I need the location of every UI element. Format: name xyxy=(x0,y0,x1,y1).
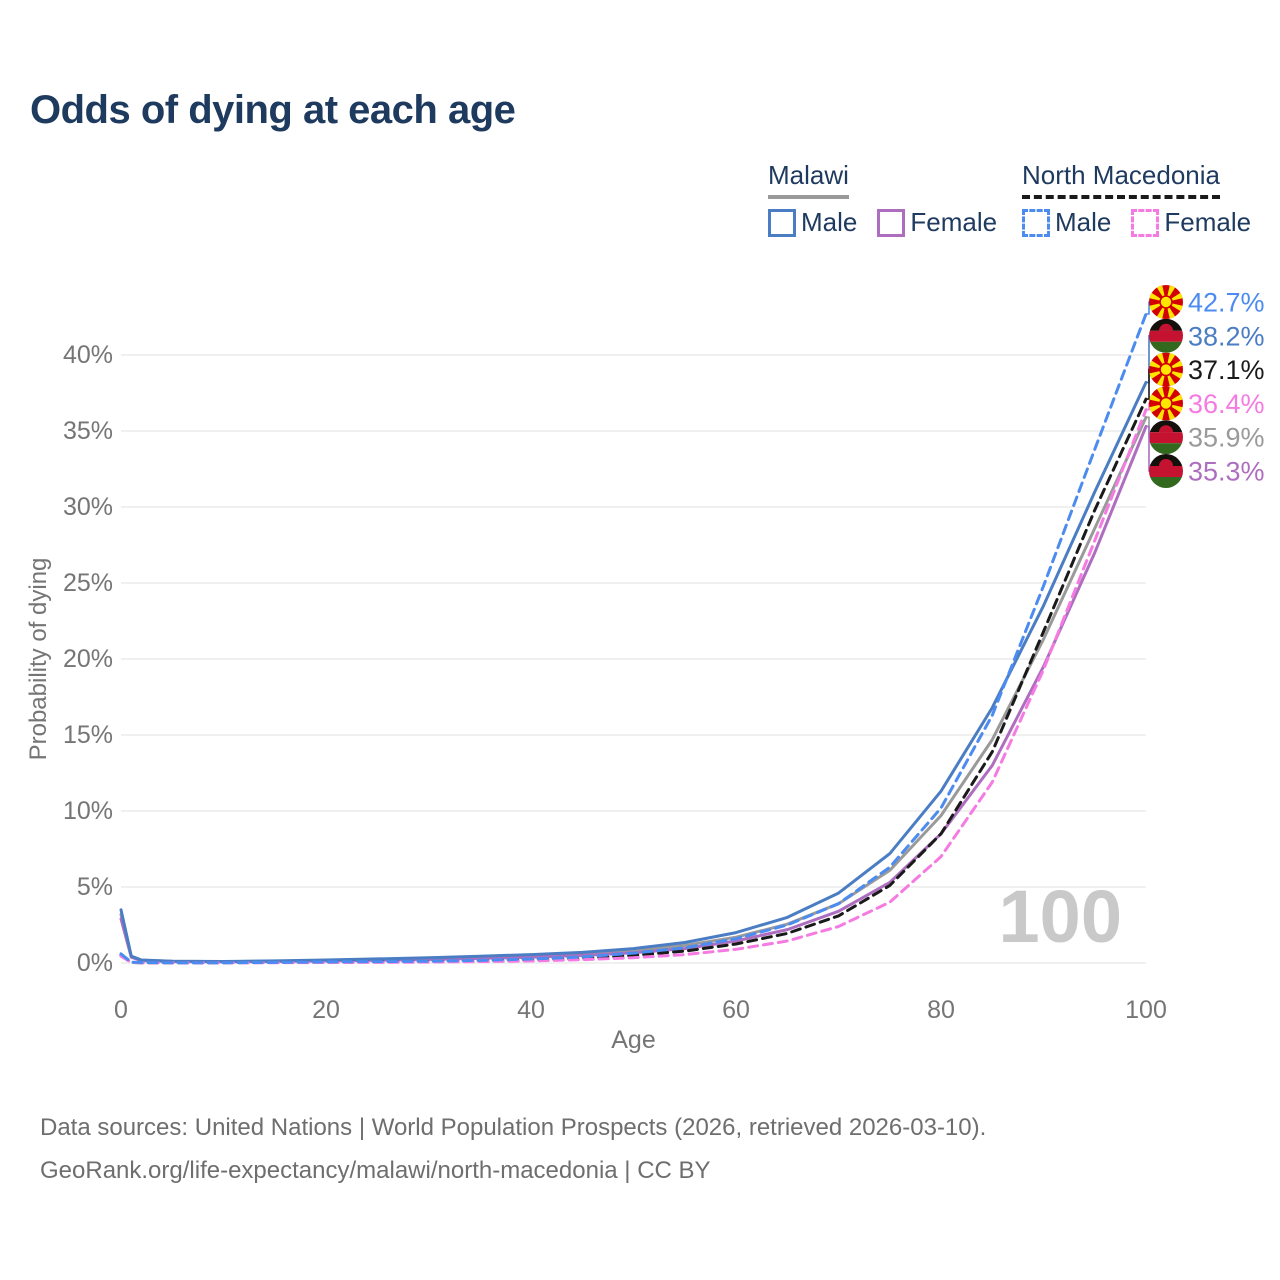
x-tick-label: 40 xyxy=(517,996,545,1024)
series-line-north-macedonia-male[interactable] xyxy=(119,312,1148,965)
end-label-value-north-macedonia-both[interactable]: 37.1% xyxy=(1188,355,1265,385)
y-tick-label: 5% xyxy=(77,873,113,901)
x-axis-title: Age xyxy=(611,1026,655,1054)
legend-group-north-macedonia: North Macedonia Male Female xyxy=(1022,160,1251,238)
series-line-malawi-both[interactable] xyxy=(119,415,1148,964)
page-title: Odds of dying at each age xyxy=(30,88,516,132)
y-tick-label: 40% xyxy=(63,341,113,369)
series-line-north-macedonia-female[interactable] xyxy=(119,408,1148,965)
footer-data-sources: Data sources: United Nations | World Pop… xyxy=(40,1114,987,1141)
legend-country-north-macedonia[interactable]: North Macedonia xyxy=(1022,160,1220,199)
legend-item-label: Male xyxy=(1055,207,1112,237)
north-macedonia-flag-icon xyxy=(1149,352,1183,387)
end-label-value-malawi-both[interactable]: 35.9% xyxy=(1188,423,1265,453)
end-label-value-malawi-female[interactable]: 35.3% xyxy=(1188,457,1265,487)
x-tick-label: 60 xyxy=(722,996,750,1024)
north-macedonia-male-swatch-icon xyxy=(1022,208,1050,237)
y-tick-label: 20% xyxy=(63,645,113,673)
footer: Data sources: United Nations | World Pop… xyxy=(40,1106,1240,1192)
y-tick-label: 15% xyxy=(63,721,113,749)
footer-attribution-link[interactable]: GeoRank.org/life-expectancy/malawi/north… xyxy=(40,1157,711,1184)
x-tick-label: 80 xyxy=(927,996,955,1024)
legend-item-north-macedonia-male[interactable]: Male xyxy=(1022,207,1111,238)
legend-items-north-macedonia: Male Female xyxy=(1022,207,1251,238)
x-tick-label: 100 xyxy=(1125,996,1167,1024)
y-axis-title: Probability of dying xyxy=(25,558,52,761)
y-tick-label: 10% xyxy=(63,797,113,825)
north-macedonia-flag-icon xyxy=(1149,285,1183,319)
y-tick-label: 30% xyxy=(63,493,113,521)
age-watermark: 100 xyxy=(999,875,1122,958)
series-line-north-macedonia-both[interactable] xyxy=(119,397,1148,965)
legend-country-malawi[interactable]: Malawi xyxy=(768,160,849,199)
y-tick-label: 0% xyxy=(77,949,113,977)
malawi-male-swatch-icon xyxy=(768,208,796,237)
north-macedonia-female-swatch-icon xyxy=(1131,208,1160,237)
x-tick-label: 20 xyxy=(312,996,340,1024)
legend-item-malawi-female[interactable]: Female xyxy=(877,207,997,238)
end-label-value-malawi-male[interactable]: 38.2% xyxy=(1188,321,1265,351)
legend-item-label: Male xyxy=(801,207,858,237)
x-tick-label: 0 xyxy=(114,996,128,1024)
y-tick-label: 25% xyxy=(63,569,113,597)
end-label-value-north-macedonia-female[interactable]: 36.4% xyxy=(1188,389,1265,419)
legend-group-malawi: Malawi Male Female xyxy=(768,160,997,238)
legend-item-label: Female xyxy=(910,207,998,237)
series-line-malawi-male[interactable] xyxy=(119,380,1148,963)
legend-item-north-macedonia-female[interactable]: Female xyxy=(1131,207,1251,238)
legend-item-label: Female xyxy=(1164,207,1252,237)
malawi-flag-icon xyxy=(1149,454,1183,488)
malawi-flag-icon xyxy=(1149,318,1183,353)
legend-item-malawi-male[interactable]: Male xyxy=(768,207,857,238)
legend-items-malawi: Male Female xyxy=(768,207,997,238)
malawi-female-swatch-icon xyxy=(877,208,906,237)
north-macedonia-flag-icon xyxy=(1149,386,1183,421)
end-label-value-north-macedonia-male[interactable]: 42.7% xyxy=(1188,288,1265,318)
y-tick-label: 35% xyxy=(63,417,113,445)
malawi-flag-icon xyxy=(1149,420,1183,455)
